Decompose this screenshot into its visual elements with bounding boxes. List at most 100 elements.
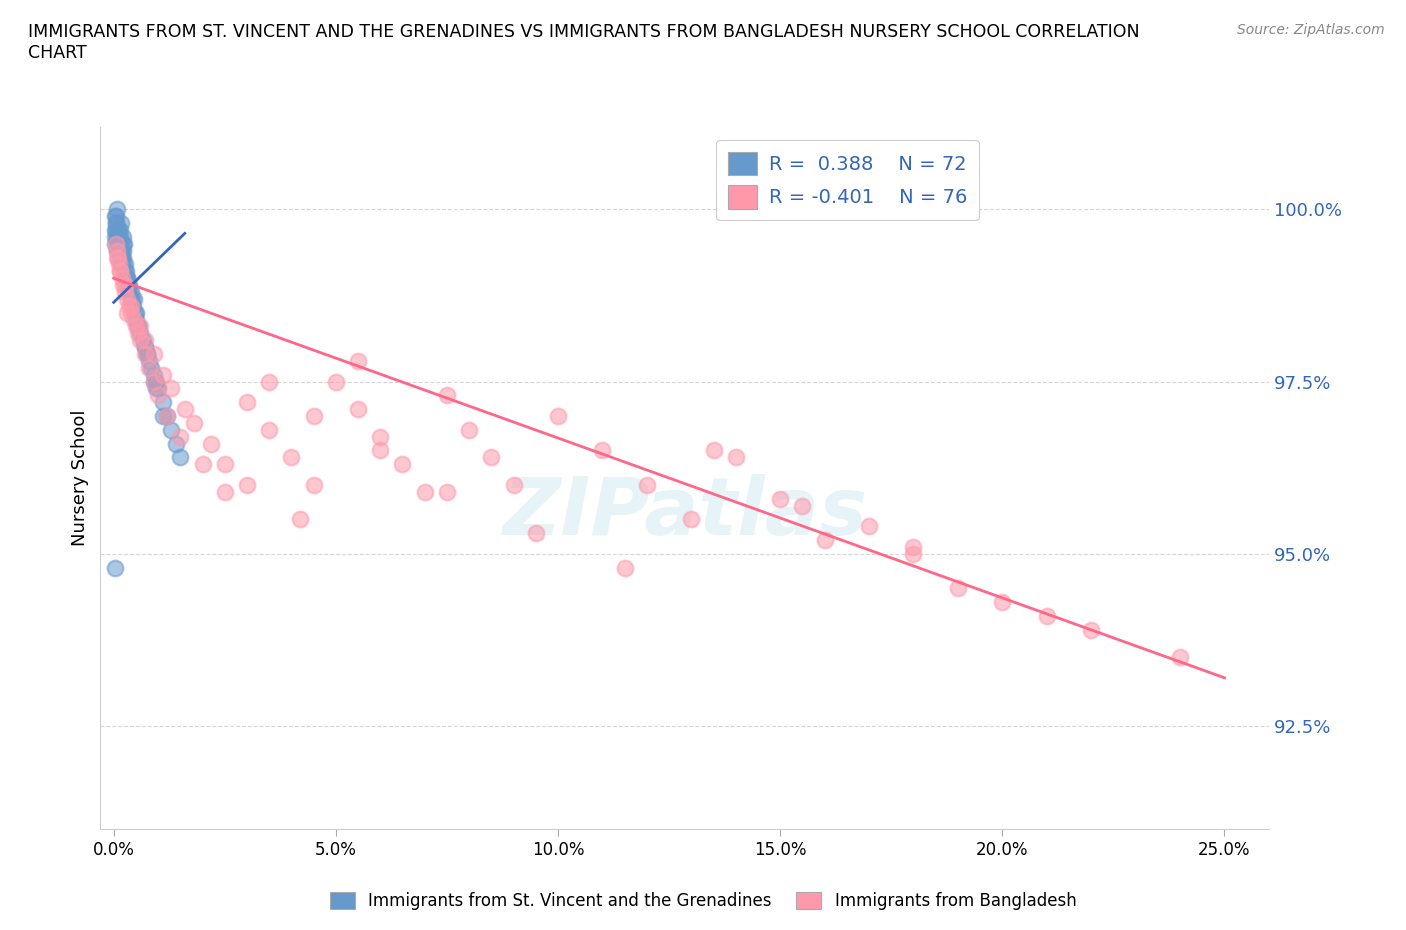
Point xyxy=(107,222,129,237)
Point xyxy=(368,430,391,445)
Point xyxy=(413,485,436,499)
Point xyxy=(115,291,138,306)
Point xyxy=(813,533,835,548)
Point xyxy=(368,443,391,458)
Point xyxy=(104,216,127,231)
Point xyxy=(121,291,143,306)
Point xyxy=(125,312,148,327)
Point xyxy=(903,546,925,561)
Point xyxy=(547,408,569,423)
Point xyxy=(105,208,128,223)
Point xyxy=(524,525,547,540)
Point xyxy=(191,457,214,472)
Text: Source: ZipAtlas.com: Source: ZipAtlas.com xyxy=(1237,23,1385,37)
Point xyxy=(134,347,156,362)
Point xyxy=(111,278,134,293)
Point xyxy=(436,485,458,499)
Point xyxy=(156,408,179,423)
Point xyxy=(114,285,136,299)
Point xyxy=(152,367,174,382)
Point xyxy=(111,250,134,265)
Point xyxy=(173,402,195,417)
Point xyxy=(183,416,205,431)
Point xyxy=(142,374,165,389)
Point xyxy=(214,485,236,499)
Point xyxy=(105,243,128,258)
Point xyxy=(121,299,143,313)
Point xyxy=(115,271,138,286)
Point xyxy=(591,443,613,458)
Point xyxy=(769,491,792,506)
Point xyxy=(125,305,148,320)
Point xyxy=(127,326,149,340)
Point xyxy=(122,291,145,306)
Point xyxy=(169,430,191,445)
Point xyxy=(111,236,134,251)
Point xyxy=(107,250,129,265)
Point xyxy=(502,477,524,492)
Point xyxy=(112,257,135,272)
Point xyxy=(129,319,152,334)
Point xyxy=(325,374,347,389)
Point xyxy=(110,216,132,231)
Point xyxy=(112,236,135,251)
Point xyxy=(160,381,183,396)
Point xyxy=(290,512,312,526)
Point xyxy=(142,367,165,382)
Point xyxy=(156,408,179,423)
Point xyxy=(458,422,481,437)
Point xyxy=(118,278,141,293)
Point xyxy=(165,436,187,451)
Text: IMMIGRANTS FROM ST. VINCENT AND THE GRENADINES VS IMMIGRANTS FROM BANGLADESH NUR: IMMIGRANTS FROM ST. VINCENT AND THE GREN… xyxy=(28,23,1140,62)
Point xyxy=(138,360,160,375)
Point xyxy=(724,450,747,465)
Point xyxy=(125,319,148,334)
Point xyxy=(118,299,141,313)
Point xyxy=(110,243,132,258)
Point xyxy=(108,230,131,245)
Point xyxy=(792,498,814,513)
Point xyxy=(111,243,134,258)
Point xyxy=(127,319,149,334)
Point xyxy=(1035,608,1057,623)
Point xyxy=(280,450,302,465)
Point xyxy=(136,347,159,362)
Point xyxy=(105,222,128,237)
Point xyxy=(108,236,131,251)
Point xyxy=(103,236,125,251)
Legend: R =  0.388    N = 72, R = -0.401    N = 76: R = 0.388 N = 72, R = -0.401 N = 76 xyxy=(716,140,979,220)
Point xyxy=(104,236,127,251)
Point xyxy=(114,264,136,279)
Point xyxy=(108,243,131,258)
Point xyxy=(118,285,141,299)
Point xyxy=(114,257,136,272)
Point xyxy=(129,333,152,348)
Point xyxy=(108,236,131,251)
Point xyxy=(479,450,502,465)
Point xyxy=(160,422,183,437)
Point xyxy=(120,305,142,320)
Point xyxy=(112,250,135,265)
Point xyxy=(110,264,132,279)
Point xyxy=(120,299,142,313)
Point xyxy=(122,312,145,327)
Point xyxy=(302,408,325,423)
Point xyxy=(613,560,636,575)
Point xyxy=(107,230,129,245)
Point xyxy=(146,388,169,403)
Point xyxy=(120,291,142,306)
Point xyxy=(114,278,136,293)
Point xyxy=(236,477,259,492)
Point xyxy=(991,594,1014,609)
Text: ZIPatlas: ZIPatlas xyxy=(502,474,868,552)
Point xyxy=(257,422,280,437)
Point xyxy=(145,381,167,396)
Point xyxy=(138,353,160,368)
Point xyxy=(702,443,724,458)
Point xyxy=(200,436,222,451)
Point xyxy=(145,374,167,389)
Point xyxy=(104,208,127,223)
Point xyxy=(117,278,139,293)
Point xyxy=(347,353,370,368)
Point xyxy=(104,216,127,231)
